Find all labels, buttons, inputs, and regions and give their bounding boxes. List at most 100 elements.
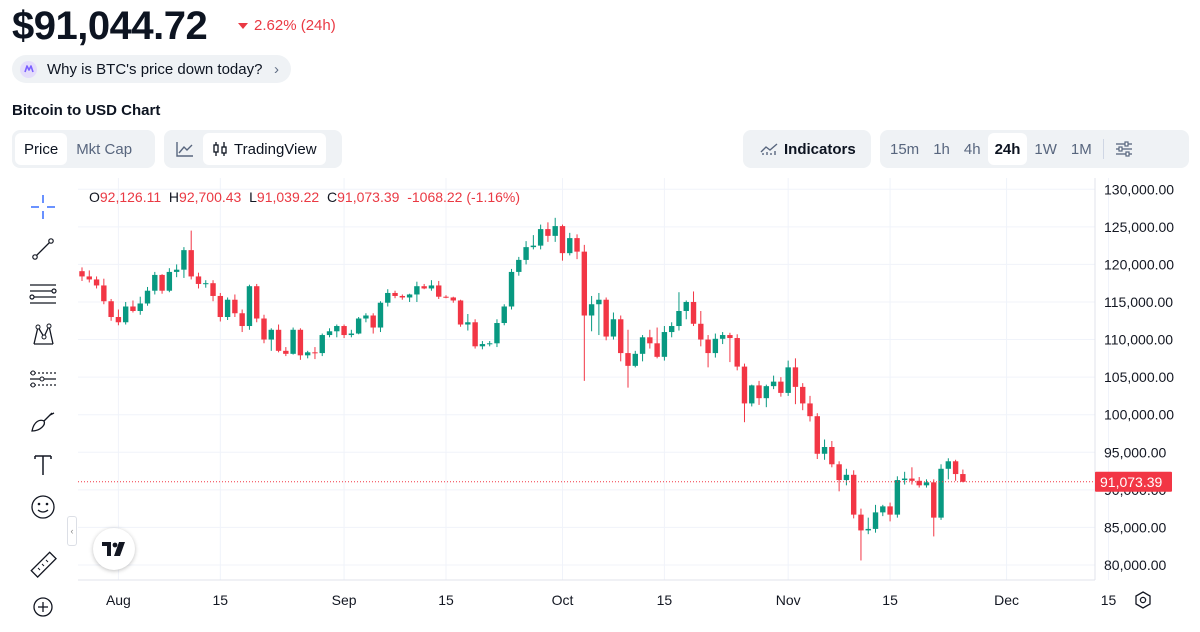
candle-body	[326, 331, 333, 336]
ohlc-high-label: H	[168, 189, 180, 205]
candle-body	[275, 329, 282, 351]
y-tick-label: 85,000.00	[1104, 519, 1166, 535]
candle-body	[283, 350, 289, 354]
tradingview-logo[interactable]	[93, 528, 135, 570]
candle-body	[785, 367, 791, 393]
candle-body	[181, 250, 187, 270]
candle-body	[217, 295, 224, 318]
candle-body	[654, 343, 660, 357]
candle-body	[545, 229, 551, 236]
trend-line-icon	[32, 238, 54, 260]
candle-body	[188, 250, 194, 277]
tab-price[interactable]: Price	[15, 133, 68, 165]
timeframe-1w[interactable]: 1W	[1034, 140, 1057, 158]
x-tick-label: 15	[882, 592, 898, 608]
collapse-toolbar-button[interactable]: ‹	[67, 516, 77, 546]
emoji-tool[interactable]	[24, 488, 62, 526]
timeframe-24h[interactable]: 24h	[987, 133, 1028, 165]
candle-body	[588, 304, 595, 316]
pattern-icon	[33, 323, 54, 345]
candle-body	[705, 339, 711, 354]
candle-body	[872, 512, 879, 529]
why-price-pill[interactable]: Why is BTC's price down today? ›	[12, 55, 291, 83]
timeframe-1h[interactable]: 1h	[933, 140, 950, 158]
timeframe-1m[interactable]: 1M	[1070, 140, 1092, 158]
candle-body	[261, 318, 267, 340]
candle-body	[734, 338, 740, 367]
brush-tool[interactable]	[24, 402, 62, 440]
candle-body	[763, 386, 770, 399]
pattern-tool[interactable]	[24, 316, 62, 354]
caret-down-icon	[238, 22, 248, 29]
x-axis: Aug 15 Sep 15 Oct 15 Nov 15 Dec 15	[106, 592, 1117, 608]
candle-body	[858, 514, 864, 531]
candle-body	[501, 306, 507, 324]
candle-body	[559, 226, 566, 254]
fib-tool[interactable]	[24, 274, 62, 312]
candle-body	[479, 344, 486, 347]
ruler-tool[interactable]	[24, 546, 62, 584]
ohlc-high: 92,700.43	[179, 189, 242, 205]
candle-series	[79, 217, 966, 561]
candle-body	[297, 329, 304, 356]
brush-icon	[31, 412, 55, 432]
last-price-line: 91,073.39	[78, 471, 1172, 492]
candle-body	[567, 238, 573, 254]
axis-settings-button[interactable]	[1132, 589, 1154, 611]
candle-body	[668, 326, 675, 333]
candle-body	[741, 366, 748, 404]
candle-body	[246, 286, 253, 327]
x-tick-label: Oct	[552, 592, 574, 608]
timeframe-4h[interactable]: 4h	[963, 140, 981, 158]
candle-body	[719, 335, 726, 339]
chart-type-toggle: Price Mkt Cap	[12, 130, 155, 168]
tab-mkt-cap[interactable]: Mkt Cap	[76, 140, 133, 158]
timeframe-15m[interactable]: 15m	[890, 140, 920, 158]
candle-body	[166, 271, 173, 291]
candle-body	[494, 323, 500, 344]
candle-body	[901, 478, 908, 481]
candle-body	[210, 283, 216, 296]
text-icon	[34, 455, 52, 475]
candle-body	[195, 276, 202, 284]
y-tick-label: 120,000.00	[1104, 256, 1174, 272]
candle-body	[355, 318, 362, 334]
candle-body	[79, 271, 85, 277]
tradingview-logo-icon	[102, 542, 125, 556]
prediction-tool[interactable]	[24, 360, 62, 398]
indicators-button[interactable]: Indicators	[746, 133, 870, 165]
candle-body	[676, 310, 682, 327]
candle-body	[770, 381, 777, 387]
candle-body	[115, 317, 122, 323]
y-tick-label: 110,000.00	[1104, 332, 1173, 348]
candle-body	[938, 468, 944, 518]
candle-body	[625, 353, 631, 366]
candle-body	[370, 315, 376, 328]
trend-line-tool[interactable]	[24, 230, 62, 268]
candle-body	[385, 292, 391, 303]
line-chart-button[interactable]	[167, 133, 203, 165]
candle-body	[224, 299, 231, 318]
indicators-group: Indicators	[743, 130, 871, 168]
candle-body	[290, 329, 296, 354]
candle-body	[923, 482, 930, 486]
fib-lines-icon	[29, 284, 57, 304]
tradingview-button[interactable]: TradingView	[203, 133, 326, 165]
indicators-label: Indicators	[784, 140, 856, 158]
indicators-icon	[760, 143, 778, 155]
zoom-in-tool[interactable]	[24, 588, 62, 626]
candles-icon	[213, 142, 227, 156]
candle-body	[173, 269, 180, 272]
candle-body	[661, 332, 668, 357]
candle-body	[836, 464, 842, 481]
chart-settings-button[interactable]	[1108, 133, 1140, 165]
crosshair-icon	[31, 195, 55, 219]
text-tool[interactable]	[24, 446, 62, 484]
candle-body	[144, 290, 151, 304]
crosshair-tool[interactable]	[24, 188, 62, 226]
candle-body	[457, 300, 464, 325]
candle-body	[632, 353, 638, 366]
candle-body	[334, 326, 340, 332]
ruler-icon	[30, 551, 57, 578]
